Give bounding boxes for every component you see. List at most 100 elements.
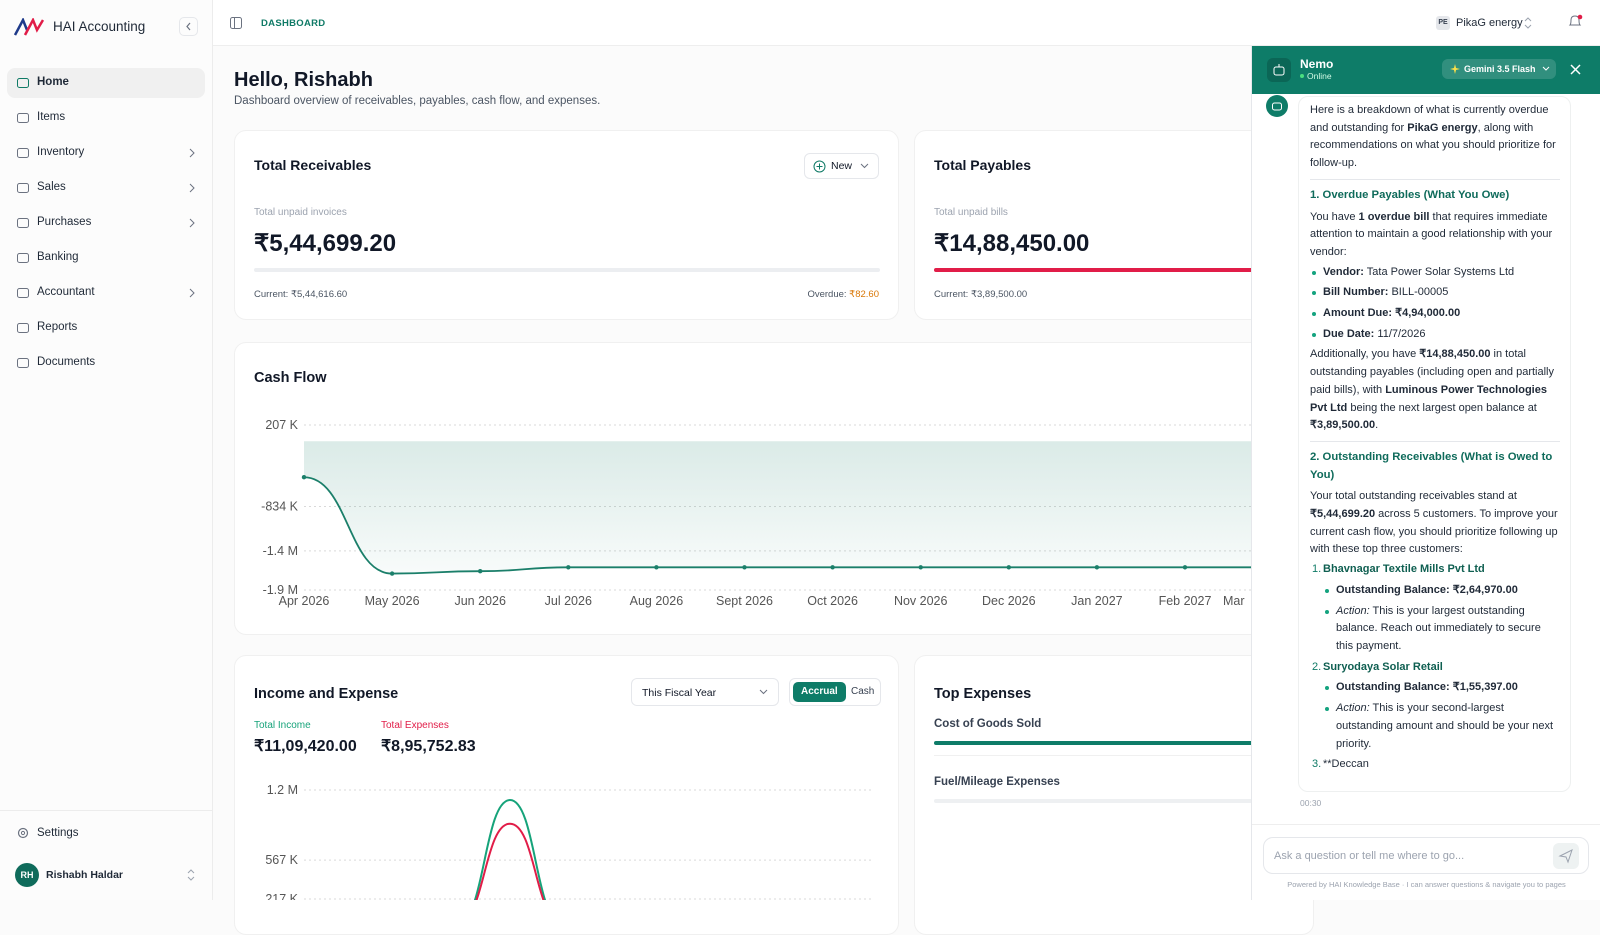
close[interactable] [1570, 64, 1581, 75]
current-label: Current: [934, 289, 969, 300]
text: ₹14,88,450.00 [1419, 348, 1491, 361]
current: Current: ₹3,89,500.00 [934, 289, 1027, 300]
text: 1 overdue bill [1358, 210, 1430, 223]
nav-label: Banking [37, 251, 79, 263]
msg-sub: Action: This is your second-largest outs… [1310, 700, 1560, 753]
x-tick-label: May 2026 [365, 594, 420, 608]
msg-hr [1310, 178, 1560, 180]
breadcrumb: DASHBOARD [261, 18, 326, 29]
card-title: Total Receivables [254, 157, 372, 173]
point [742, 565, 747, 570]
chart-title: Cash Flow [254, 370, 327, 386]
period-select[interactable]: This Fiscal Year [631, 678, 779, 706]
y-tick-label: 567 K [265, 853, 298, 867]
sidebar-toggle[interactable] [230, 17, 242, 29]
nav-item[interactable]: Home [7, 68, 205, 98]
message: Here is a breakdown of what is currently… [1298, 96, 1571, 792]
send-button[interactable] [1553, 843, 1579, 869]
mode-option[interactable]: Accrual [793, 682, 846, 702]
x-tick-label: Nov 2026 [894, 594, 948, 608]
nav-icon [17, 78, 29, 88]
user-name[interactable]: Rishabh Haldar [46, 869, 124, 881]
icon-shape [17, 183, 29, 193]
nav-icon [17, 358, 29, 368]
point [1094, 565, 1100, 570]
nav-item[interactable]: Inventory [7, 138, 205, 168]
text: This is your largest outstanding balance… [1336, 604, 1541, 652]
total-label: Total Income [254, 720, 311, 731]
msg-sub: Outstanding Balance: ₹1,55,397.00 [1310, 679, 1560, 697]
chevron-shape [189, 183, 195, 193]
org-name[interactable]: PikaG energy [1456, 17, 1523, 29]
placeholder: Ask a question or tell me where to go... [1274, 850, 1465, 862]
x-tick-label: Sept 2026 [716, 594, 773, 608]
user-menu-icon[interactable] [186, 869, 196, 881]
msg-hr [1310, 440, 1560, 442]
msg-item: 3. **Deccan [1310, 756, 1560, 774]
line [303, 476, 1274, 575]
mode-option[interactable]: Cash [851, 686, 875, 697]
point [389, 571, 395, 576]
amount: ₹5,44,699.20 [254, 230, 397, 257]
text: **Deccan [1323, 758, 1369, 771]
text: PikaG energy [1407, 121, 1478, 134]
chat-panel: Nemo Online Gemini 3.5 Flash Here is a b… [1251, 46, 1600, 900]
top-expenses-card: Top Expenses Cost of Goods Sold Fuel/Mile… [914, 655, 1315, 935]
text: Here is a breakdown of what is currently… [1310, 104, 1549, 134]
x-tick-label: Aug 2026 [630, 594, 684, 608]
mode-toggle: Accrual Cash [789, 678, 881, 706]
nav-item[interactable]: Sales [7, 173, 205, 203]
new-button[interactable]: New [804, 153, 879, 179]
nav-label: Documents [37, 356, 96, 368]
point [654, 565, 659, 570]
x-tick-label: Oct 2026 [807, 594, 858, 608]
msg-item: 1. Bhavnagar Textile Mills Pvt Ltd [1310, 561, 1560, 579]
model-select[interactable]: Gemini 3.5 Flash [1442, 59, 1556, 79]
settings[interactable]: Settings [37, 827, 79, 839]
text: Bhavnagar Textile Mills Pvt Ltd [1323, 563, 1485, 576]
y-tick-label: -1.9 M [263, 583, 298, 597]
expense-bar [934, 741, 1315, 745]
icon-shape [17, 253, 29, 263]
label: Total unpaid bills [934, 207, 1008, 218]
nav-item[interactable]: Documents [7, 348, 205, 378]
nav-item[interactable]: Banking [7, 243, 205, 273]
card-title: Top Expenses [934, 686, 1032, 702]
msg-h: 1. Overdue Payables (What You Owe) [1310, 187, 1560, 205]
text: ₹5,44,699.20 [1310, 508, 1376, 521]
overdue: Overdue: ₹82.60 [807, 289, 879, 300]
icon-shape [17, 148, 29, 158]
nav-item[interactable]: Items [7, 103, 205, 133]
x-tick-label: Apr 2026 [279, 594, 330, 608]
chat-input[interactable]: Ask a question or tell me where to go... [1263, 837, 1589, 874]
nav-label: Purchases [37, 216, 92, 228]
nav-label: Items [37, 111, 66, 123]
nav-item[interactable]: Reports [7, 313, 205, 343]
org-switch-icon[interactable] [1524, 17, 1532, 29]
status: Online [1307, 71, 1332, 81]
collapse-button[interactable] [179, 17, 198, 36]
topbar: DASHBOARD PE PikaG energy [213, 0, 1600, 46]
nav-icon [17, 113, 29, 123]
status-dot [1300, 74, 1304, 78]
nav-icon [17, 183, 29, 193]
text: Your total outstanding receivables stand… [1310, 490, 1517, 503]
x-tick-label: Jan 2027 [1071, 594, 1122, 608]
text: being the next largest open balance at [1347, 401, 1537, 414]
bell[interactable] [1567, 14, 1583, 30]
amount: ₹14,88,450.00 [934, 230, 1090, 257]
x-tick-label: Mar [1223, 594, 1245, 608]
series-line [475, 822, 545, 900]
point [478, 569, 483, 574]
text: Luminous Power Technologies Pvt Ltd [1310, 383, 1547, 414]
msg-sub: Action: This is your largest outstanding… [1310, 603, 1560, 656]
nav-item[interactable]: Purchases [7, 208, 205, 238]
text: You have [1310, 210, 1359, 223]
receivables-card: Total Receivables New Total unpaid invoi… [234, 130, 899, 320]
chevron [189, 183, 195, 193]
expense-name: Fuel/Mileage Expenses [934, 776, 1060, 788]
current-value: ₹3,89,500.00 [970, 289, 1028, 300]
list-marker: 3. [1312, 758, 1322, 771]
nav-item[interactable]: Accountant [7, 278, 205, 308]
